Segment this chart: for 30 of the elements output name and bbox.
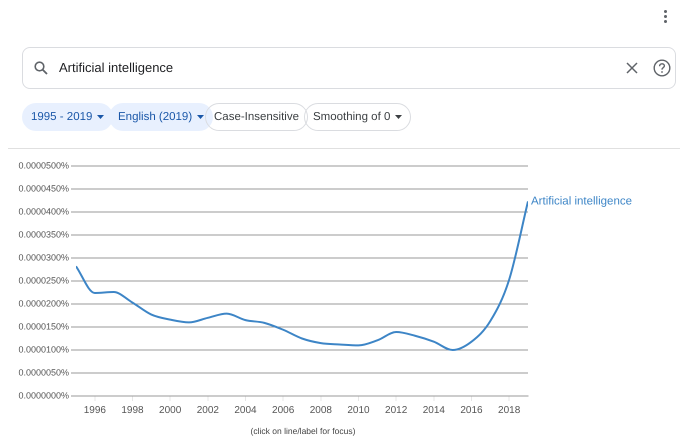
y-tick-label: 0.0000300% bbox=[18, 252, 69, 262]
x-tick-label: 2014 bbox=[422, 404, 446, 416]
text: Smoothing of 0 bbox=[313, 111, 390, 123]
y-tick-label: 0.0000050% bbox=[18, 367, 69, 378]
x-tick-label: 2010 bbox=[347, 404, 370, 416]
text: Artificial intelligence bbox=[59, 60, 174, 75]
x-tick-label: 1998 bbox=[121, 404, 144, 416]
y-tick-label: 0.0000350% bbox=[18, 229, 69, 240]
x-tick-label: 2002 bbox=[196, 404, 220, 416]
text: Case-Insensitive bbox=[214, 111, 300, 123]
x-tick-label: 2018 bbox=[498, 404, 521, 416]
x-tick-label: 2000 bbox=[159, 404, 182, 416]
y-tick-label: 0.0000150% bbox=[18, 321, 69, 332]
x-tick-label: 2016 bbox=[460, 404, 484, 416]
text: 1995 - 2019 bbox=[31, 111, 92, 123]
x-tick-label: 1996 bbox=[84, 404, 106, 416]
y-tick-label: 0.0000500% bbox=[18, 160, 69, 170]
y-tick-label: 0.0000200% bbox=[18, 298, 69, 308]
x-tick-label: 2012 bbox=[385, 404, 408, 416]
text: (click on line/label for focus) bbox=[250, 426, 356, 436]
y-tick-label: 0.0000000% bbox=[18, 390, 69, 400]
x-tick-label: 2006 bbox=[272, 404, 295, 416]
series-label: Artificial intelligence bbox=[531, 196, 632, 208]
x-tick-label: 2004 bbox=[234, 404, 258, 416]
text: English (2019) bbox=[118, 111, 192, 123]
y-tick-label: 0.0000250% bbox=[18, 275, 69, 286]
y-tick-label: 0.0000450% bbox=[18, 183, 69, 194]
y-tick-label: 0.0000400% bbox=[18, 206, 69, 216]
y-tick-label: 0.0000100% bbox=[18, 344, 69, 354]
x-tick-label: 2008 bbox=[310, 404, 332, 416]
